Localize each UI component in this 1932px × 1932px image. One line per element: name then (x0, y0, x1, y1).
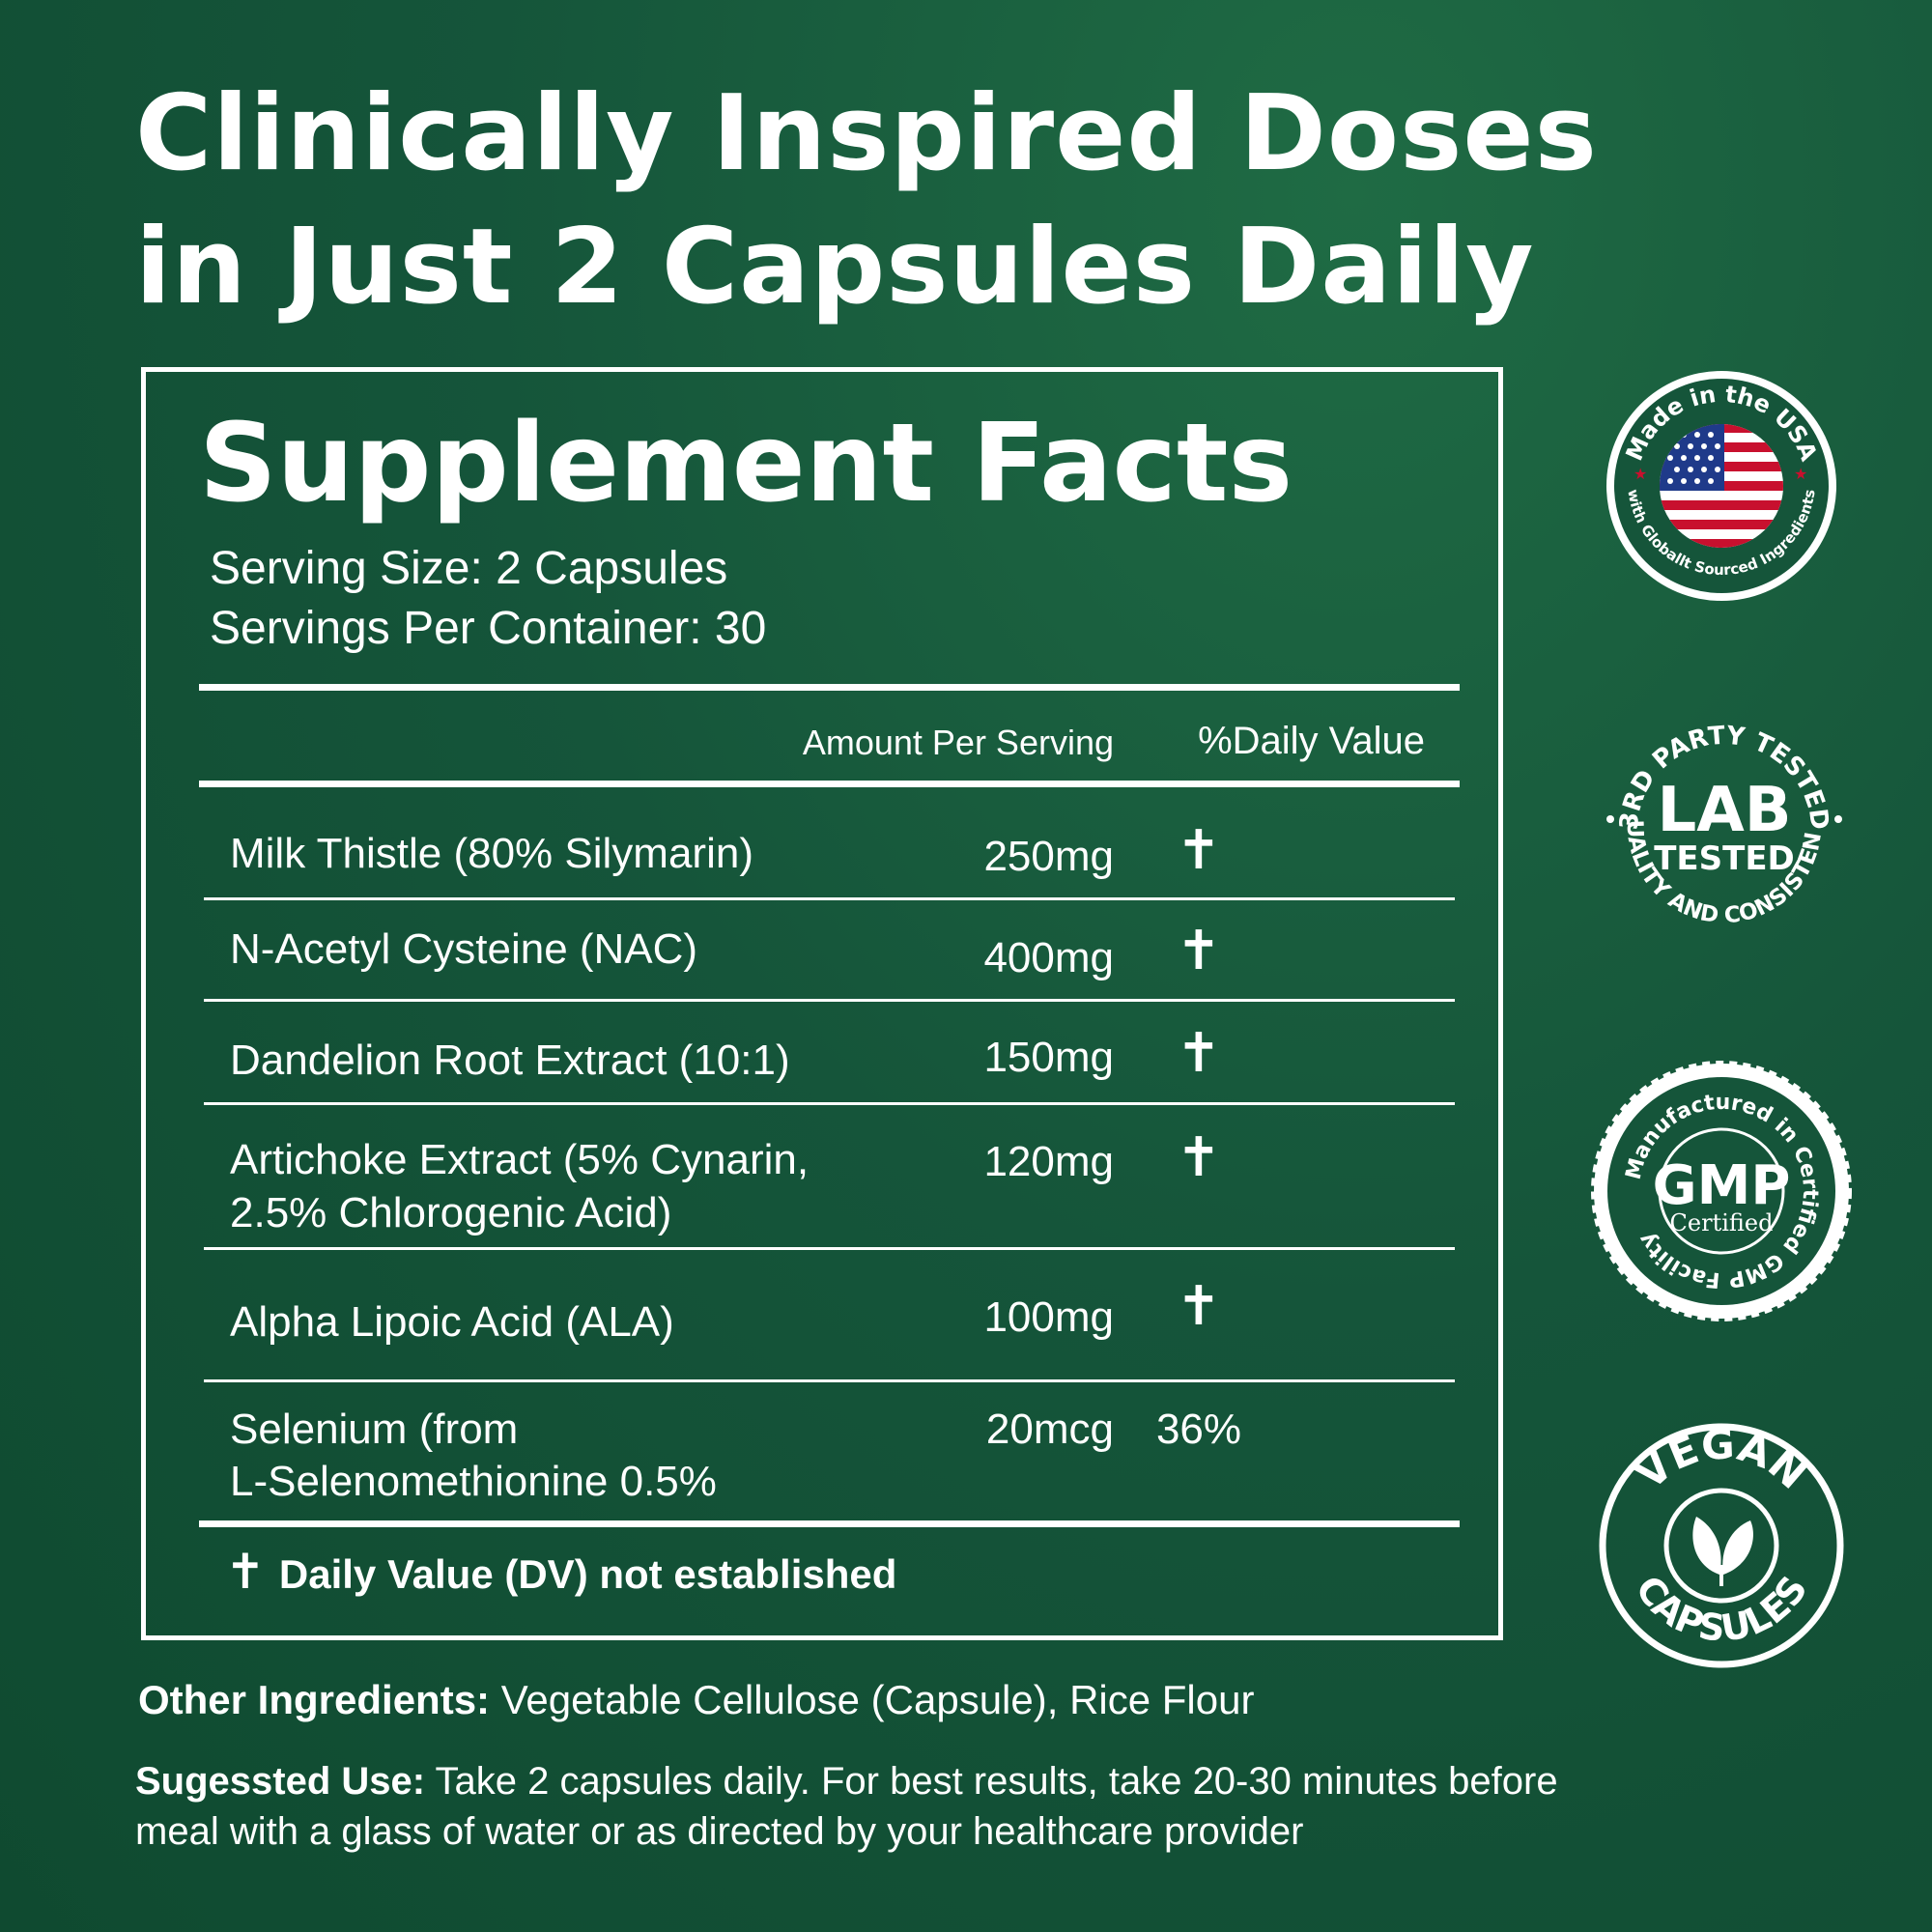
row-divider (204, 897, 1455, 900)
daily-value-footnote: ✝ Daily Value (DV) not established (225, 1546, 896, 1601)
serving-size: Serving Size: 2 Capsules (210, 543, 728, 594)
daily-value-dagger: ✝ (1176, 1275, 1222, 1336)
vegan-capsules-badge: VEGAN CAPSULES (1596, 1420, 1847, 1671)
vegan-badge-top-text: VEGAN (1627, 1420, 1816, 1498)
daily-value-percent: 36% (1155, 1406, 1242, 1453)
footnote-dagger-symbol: ✝ (225, 1545, 266, 1599)
ingredient-amount: 250mg (983, 833, 1114, 880)
made-in-usa-badge: Made in the USA with Globallt Sourced In… (1601, 365, 1842, 607)
suggested-use: Sugessted Use: Take 2 capsules daily. Fo… (135, 1756, 1584, 1857)
star-icon: ★ (1634, 465, 1647, 483)
headline-line-1: Clinically Inspired Doses (135, 73, 1598, 194)
row-divider (204, 1102, 1455, 1105)
divider-top (199, 684, 1460, 691)
ingredient-name: N-Acetyl Cysteine (NAC) (230, 925, 698, 973)
lab-tested-badge: 3RD PARTY TESTED QUALITY AND CONSISTENCY… (1589, 696, 1860, 966)
ingredient-name: Alpha Lipoic Acid (ALA) (230, 1298, 674, 1346)
daily-value-dagger: ✝ (1176, 1022, 1222, 1083)
suggested-use-text: Take 2 capsules daily. For best results,… (135, 1760, 1558, 1853)
row-divider (204, 1247, 1455, 1250)
lab-badge-main: LAB (1657, 775, 1791, 846)
ingredient-amount: 120mg (983, 1138, 1114, 1185)
ingredient-name: Artichoke Extract (5% Cynarin, (230, 1136, 810, 1183)
suggested-use-label: Sugessted Use: (135, 1760, 426, 1803)
column-header-daily-value: %Daily Value (1198, 720, 1425, 762)
supplement-facts-title: Supplement Facts (199, 401, 1293, 526)
ingredient-name: Selenium (from (230, 1406, 519, 1453)
servings-per-container: Servings Per Container: 30 (210, 603, 767, 654)
svg-text:VEGAN: VEGAN (1627, 1420, 1816, 1498)
dot-icon (1834, 815, 1842, 823)
divider-header (199, 781, 1460, 787)
dot-icon (1606, 815, 1614, 823)
ingredient-name: Dandelion Root Extract (10:1) (230, 1037, 790, 1084)
leaf-icon (1692, 1517, 1753, 1586)
star-icon: ★ (1794, 465, 1807, 483)
daily-value-dagger: ✝ (1176, 1126, 1222, 1187)
ingredient-name-line-2: 2.5% Chlorogenic Acid) (230, 1189, 672, 1236)
ingredient-amount: 400mg (983, 934, 1114, 981)
row-divider (204, 999, 1455, 1002)
ingredient-amount: 100mg (983, 1293, 1114, 1341)
column-header-amount: Amount Per Serving (802, 723, 1114, 762)
divider-bottom (199, 1520, 1460, 1527)
ingredient-amount: 20mcg (985, 1406, 1114, 1453)
gmp-certified-badge: Manufactured in Certified GMP Facility G… (1591, 1061, 1852, 1321)
headline-line-2: in Just 2 Capsules Daily (135, 207, 1535, 327)
ingredient-amount: 150mg (983, 1034, 1114, 1081)
row-divider (204, 1379, 1455, 1382)
daily-value-dagger: ✝ (1176, 819, 1222, 880)
gmp-badge-main: GMP (1653, 1154, 1791, 1217)
gmp-badge-sub: Certified (1670, 1209, 1774, 1236)
ingredient-name-line-2: L-Selenomethionine 0.5% (230, 1458, 717, 1505)
other-ingredients: Other Ingredients: Vegetable Cellulose (… (138, 1675, 1254, 1725)
usa-flag-icon (1660, 424, 1783, 548)
ingredient-name: Milk Thistle (80% Silymarin) (230, 830, 753, 877)
page-headline: Clinically Inspired Doses in Just 2 Caps… (135, 68, 1598, 334)
other-ingredients-text: Vegetable Cellulose (Capsule), Rice Flou… (490, 1677, 1255, 1722)
daily-value-dagger: ✝ (1176, 920, 1222, 980)
lab-badge-sub: TESTED (1654, 839, 1795, 878)
supplement-facts-panel: Supplement Facts Serving Size: 2 Capsule… (141, 367, 1503, 1640)
other-ingredients-label: Other Ingredients: (138, 1677, 491, 1722)
footnote-text: Daily Value (DV) not established (278, 1551, 897, 1597)
